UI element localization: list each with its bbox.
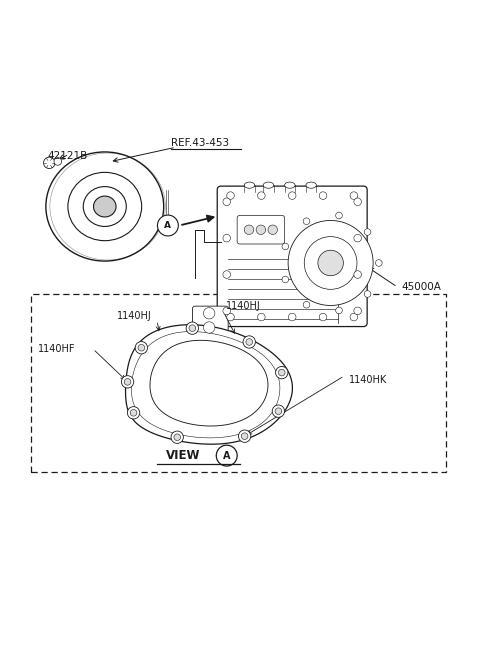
Circle shape [354, 307, 361, 314]
Circle shape [288, 221, 373, 305]
Text: 45000A: 45000A [401, 282, 441, 292]
Circle shape [318, 250, 343, 276]
Circle shape [223, 307, 230, 314]
Circle shape [256, 225, 265, 234]
Circle shape [124, 379, 131, 385]
Text: 1140HJ: 1140HJ [226, 301, 261, 311]
Circle shape [244, 225, 254, 234]
Circle shape [276, 366, 288, 379]
Circle shape [204, 308, 215, 319]
Polygon shape [126, 325, 292, 444]
Text: REF.43-453: REF.43-453 [171, 138, 229, 149]
Circle shape [44, 157, 55, 168]
Text: A: A [223, 451, 230, 460]
Ellipse shape [263, 182, 274, 188]
Circle shape [223, 271, 230, 278]
Ellipse shape [46, 152, 164, 261]
Text: A: A [164, 221, 171, 230]
Circle shape [354, 234, 361, 242]
Circle shape [268, 225, 277, 234]
Circle shape [54, 158, 61, 165]
Circle shape [319, 313, 327, 321]
Circle shape [157, 215, 179, 236]
Ellipse shape [68, 172, 142, 240]
Circle shape [364, 229, 371, 235]
Circle shape [135, 341, 147, 354]
Circle shape [174, 434, 180, 441]
Circle shape [171, 431, 183, 443]
Circle shape [319, 192, 327, 199]
FancyBboxPatch shape [237, 215, 285, 244]
Circle shape [204, 322, 215, 333]
Text: 1140HK: 1140HK [349, 375, 387, 384]
Circle shape [227, 192, 234, 199]
Text: VIEW: VIEW [166, 449, 200, 462]
Circle shape [127, 407, 140, 419]
Circle shape [288, 313, 296, 321]
Circle shape [130, 409, 137, 416]
Circle shape [243, 336, 255, 348]
Circle shape [278, 369, 285, 376]
Circle shape [223, 234, 230, 242]
Circle shape [227, 313, 234, 321]
Circle shape [216, 445, 237, 466]
Circle shape [282, 243, 288, 250]
FancyBboxPatch shape [31, 294, 446, 472]
Text: 1140HJ: 1140HJ [117, 310, 151, 321]
Circle shape [272, 405, 285, 417]
Circle shape [186, 322, 198, 334]
Ellipse shape [94, 196, 116, 217]
Ellipse shape [244, 182, 255, 188]
FancyBboxPatch shape [217, 186, 367, 327]
FancyBboxPatch shape [192, 306, 228, 339]
Circle shape [336, 212, 342, 219]
Circle shape [223, 198, 230, 206]
Circle shape [364, 291, 371, 297]
Circle shape [258, 313, 265, 321]
Circle shape [246, 339, 252, 345]
Circle shape [282, 276, 288, 283]
Circle shape [375, 259, 382, 267]
Circle shape [350, 192, 358, 199]
Polygon shape [150, 341, 268, 426]
Circle shape [350, 313, 358, 321]
Circle shape [354, 198, 361, 206]
Circle shape [138, 345, 144, 351]
Text: 42121B: 42121B [48, 151, 88, 160]
Circle shape [304, 236, 357, 290]
Circle shape [258, 192, 265, 199]
Ellipse shape [306, 182, 316, 188]
Circle shape [239, 430, 251, 442]
Polygon shape [132, 331, 280, 438]
Circle shape [354, 271, 361, 278]
Circle shape [288, 192, 296, 199]
Ellipse shape [83, 187, 126, 227]
Circle shape [303, 218, 310, 225]
Circle shape [303, 301, 310, 308]
Circle shape [121, 376, 134, 388]
Circle shape [241, 433, 248, 440]
Circle shape [275, 408, 282, 415]
Ellipse shape [285, 182, 295, 188]
Circle shape [189, 325, 196, 331]
Text: 1140HF: 1140HF [38, 344, 76, 354]
Circle shape [336, 307, 342, 314]
